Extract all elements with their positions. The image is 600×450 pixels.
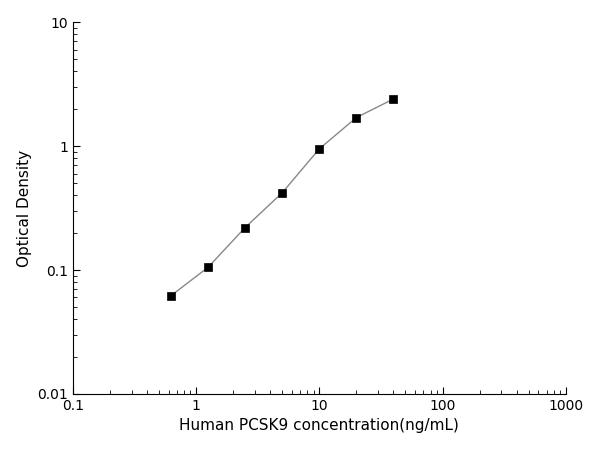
X-axis label: Human PCSK9 concentration(ng/mL): Human PCSK9 concentration(ng/mL) <box>179 418 459 433</box>
Y-axis label: Optical Density: Optical Density <box>17 149 32 266</box>
